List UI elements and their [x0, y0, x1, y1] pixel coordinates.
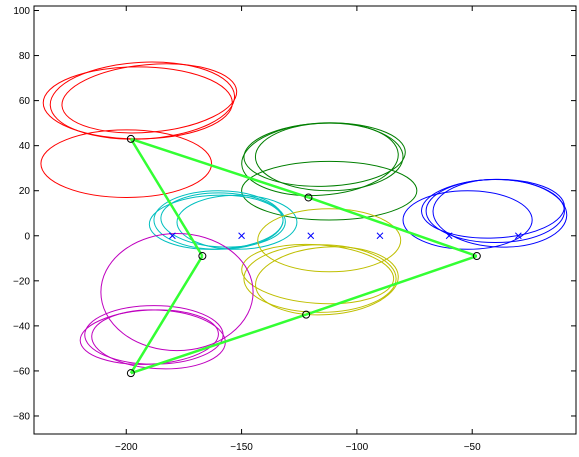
network-edge-4 [129, 255, 204, 374]
network-node-2 [304, 193, 313, 202]
x-marker-3-stroke-b [307, 232, 315, 240]
orbit-blue-transient [402, 190, 533, 250]
network-node-1 [126, 134, 135, 143]
orbit-darkgreen-loop-3 [243, 122, 406, 187]
orbit-cyan-transient [176, 194, 298, 250]
network-node-5 [302, 310, 311, 319]
y-tick-label-8: 60 [19, 96, 31, 107]
orbit-cyan-loop-3 [148, 194, 284, 250]
x-marker-1 [169, 232, 176, 240]
y-tick-label-9: 80 [19, 51, 31, 62]
x-marker-5-stroke-b [445, 232, 453, 240]
x-marker-1-stroke-b [169, 232, 176, 240]
orbit-yellow-loop-2 [255, 246, 399, 316]
axes-box [33, 5, 577, 435]
orbit-magenta-loop-3 [79, 309, 219, 365]
x-marker-3 [307, 232, 315, 240]
orbit-yellow-transient [257, 208, 402, 273]
x-marker-4 [376, 232, 384, 240]
orbit-magenta-transient [100, 233, 254, 352]
network-node-3 [472, 252, 481, 261]
network-edge-3 [129, 138, 204, 257]
x-tick-label-2: −150 [230, 442, 253, 453]
y-tick-label-6: 20 [19, 186, 31, 197]
network-node-6 [126, 369, 135, 378]
x-marker-4-stroke-b [376, 232, 384, 240]
network-edge-1 [130, 137, 309, 199]
orbit-red-transient [40, 129, 213, 198]
orbits-layer [40, 61, 568, 370]
y-tick-label-4: −20 [13, 276, 30, 287]
network-edge-2 [308, 196, 478, 258]
x-marker-5 [445, 232, 453, 240]
y-tick-label-7: 40 [19, 141, 31, 152]
x-marker-2 [238, 232, 245, 240]
network-layer [126, 134, 481, 378]
y-tick-label-3: −40 [13, 321, 30, 332]
network-node-4 [198, 252, 207, 261]
orbit-yellow-loop-3 [241, 243, 395, 305]
orbit-cyan-loop-2 [160, 192, 286, 248]
x-tick-label-4: −50 [464, 442, 481, 453]
y-tick-label-2: −60 [13, 366, 30, 377]
orbit-red-loop-2 [61, 63, 238, 134]
y-tick-label-10: 100 [13, 6, 30, 17]
markers-layer [169, 232, 522, 240]
x-marker-2-stroke-b [238, 232, 245, 240]
x-marker-6-stroke-b [514, 232, 522, 240]
network-edge-6 [305, 254, 478, 316]
x-tick-label-3: −100 [346, 442, 369, 453]
orbit-red-loop-3 [42, 66, 233, 140]
y-tick-label-1: −80 [13, 411, 30, 422]
orbit-darkgreen-transient [241, 160, 418, 221]
network-edge-5 [130, 313, 307, 375]
orbit-blue-loop-3 [421, 178, 565, 239]
x-tick-label-1: −200 [115, 442, 138, 453]
plot-area [34, 6, 576, 434]
y-tick-label-5: 0 [24, 231, 30, 242]
x-marker-6 [514, 232, 522, 240]
